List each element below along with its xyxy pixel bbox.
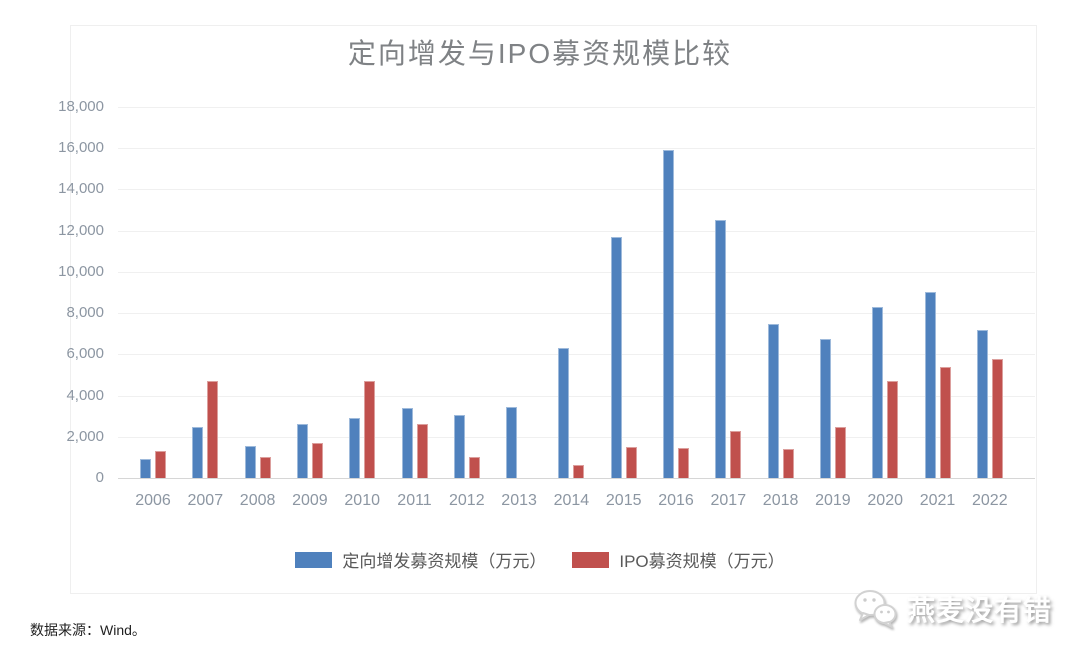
placement-bar-2014 xyxy=(558,348,570,478)
y-tick-label: 8,000 xyxy=(66,304,104,322)
placement-bar-2021 xyxy=(924,291,936,478)
placement-bar-2018 xyxy=(767,324,779,478)
placement-bar-2022 xyxy=(976,329,988,478)
y-tick-label: 16,000 xyxy=(58,139,104,157)
wechat-icon xyxy=(854,590,897,628)
x-tick-label: 2008 xyxy=(239,492,276,509)
data-source-note: 数据来源：Wind。 xyxy=(30,622,146,638)
legend-label-placement: 定向增发募资规模（万元） xyxy=(342,552,547,571)
ipo-bar-2007 xyxy=(207,381,219,478)
placement-bar-2007 xyxy=(192,426,204,478)
x-tick-label: 2006 xyxy=(135,492,171,509)
y-tick-label: 6,000 xyxy=(66,345,104,363)
legend-item-placement: 定向增发募资规模（万元） xyxy=(295,547,546,572)
ipo-bar-2012 xyxy=(468,457,480,478)
ipo-bar-2022 xyxy=(991,358,1003,478)
placement-bar-2008 xyxy=(244,446,256,478)
chart-title: 定向增发与IPO募资规模比较 xyxy=(347,38,733,69)
ipo-bar-2015 xyxy=(625,447,637,478)
legend-label-ipo: IPO募资规模（万元） xyxy=(619,552,785,571)
placement-bar-2019 xyxy=(819,338,831,478)
ipo-bar-2008 xyxy=(259,457,271,478)
gridline xyxy=(118,354,1035,356)
gridline xyxy=(118,436,1035,438)
x-tick-label: 2016 xyxy=(658,492,694,509)
gridline xyxy=(118,148,1035,150)
y-tick-label: 12,000 xyxy=(58,221,104,239)
ipo-bar-2010 xyxy=(364,381,376,478)
x-tick-label: 2015 xyxy=(605,492,642,509)
ipo-bar-2020 xyxy=(887,381,899,478)
watermark: 燕麦没有错 xyxy=(853,588,1052,630)
ipo-bar-2011 xyxy=(416,424,428,478)
placement-bar-2016 xyxy=(663,150,674,478)
y-tick-label: 2,000 xyxy=(66,427,104,445)
gridline xyxy=(118,230,1035,232)
ipo-bar-2017 xyxy=(730,430,742,478)
ipo-bar-2018 xyxy=(782,449,794,478)
ipo-bar-2009 xyxy=(311,443,323,478)
legend-swatch-ipo xyxy=(572,551,610,568)
placement-bar-2013 xyxy=(506,406,518,478)
x-tick-label: 2019 xyxy=(815,492,851,509)
y-tick-label: 14,000 xyxy=(58,180,104,198)
gridline xyxy=(118,189,1035,191)
ipo-bar-2014 xyxy=(573,464,585,478)
x-tick-label: 2014 xyxy=(553,492,590,509)
placement-bar-2017 xyxy=(715,220,727,478)
ipo-bar-2021 xyxy=(939,366,951,478)
legend-item-ipo: IPO募资规模（万元） xyxy=(572,547,785,572)
x-tick-label: 2022 xyxy=(972,492,1008,509)
x-tick-label: 2018 xyxy=(762,492,799,509)
y-tick-label: 10,000 xyxy=(58,262,104,280)
x-tick-label: 2007 xyxy=(187,492,224,509)
gridline xyxy=(118,313,1035,315)
y-tick-label: 18,000 xyxy=(58,98,104,115)
legend-swatch-placement xyxy=(295,551,333,568)
ipo-bar-2006 xyxy=(155,451,166,478)
x-tick-label: 2012 xyxy=(449,492,485,509)
placement-bar-2010 xyxy=(349,418,361,478)
gridline xyxy=(118,107,1035,108)
placement-bar-2009 xyxy=(296,424,308,478)
placement-bar-2011 xyxy=(401,407,413,478)
watermark-text: 燕麦没有错 xyxy=(906,595,1052,626)
placement-bar-2015 xyxy=(610,236,622,478)
placement-bar-2020 xyxy=(872,306,884,478)
x-tick-label: 2020 xyxy=(867,492,903,509)
x-tick-label: 2021 xyxy=(919,492,956,509)
y-tick-label: 0 xyxy=(95,469,104,486)
y-tick-label: 4,000 xyxy=(66,386,104,404)
ipo-bar-2016 xyxy=(678,448,689,478)
gridline xyxy=(118,395,1035,397)
chart-legend: 定向增发募资规模（万元） IPO募资规模（万元） xyxy=(0,547,1080,572)
x-tick-label: 2017 xyxy=(710,492,747,509)
x-axis-line xyxy=(118,478,1035,479)
placement-bar-2012 xyxy=(453,415,465,478)
x-tick-label: 2013 xyxy=(501,492,537,509)
placement-bar-2006 xyxy=(140,459,151,478)
gridline xyxy=(118,271,1035,273)
x-tick-label: 2010 xyxy=(344,492,380,509)
x-tick-label: 2009 xyxy=(292,492,328,509)
x-tick-label: 2011 xyxy=(397,492,432,509)
ipo-bar-2019 xyxy=(834,426,846,478)
